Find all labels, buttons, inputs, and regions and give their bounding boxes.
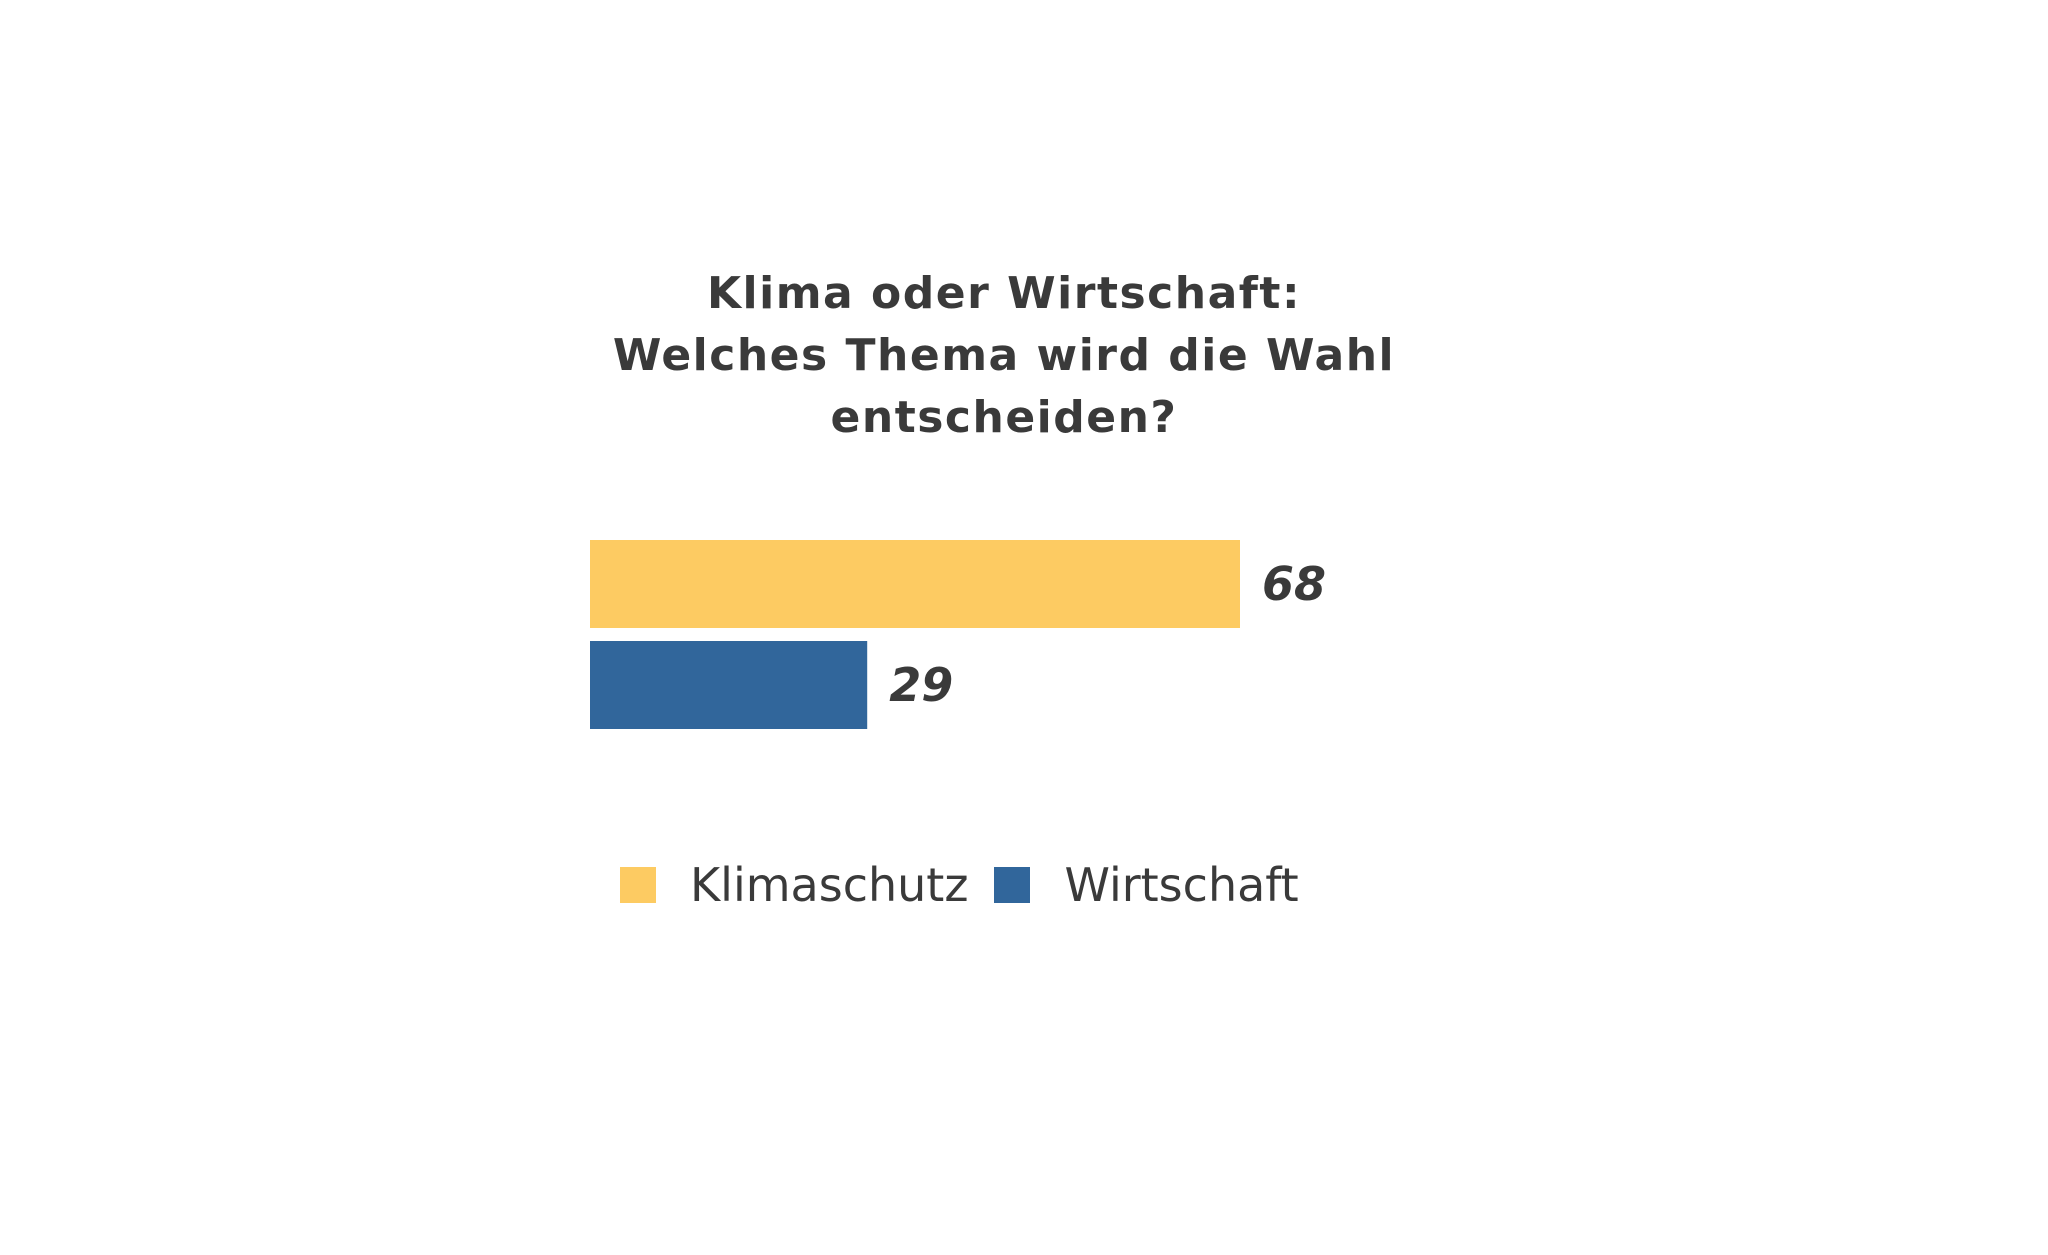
data-label-klimaschutz: 68 <box>1262 557 1326 611</box>
legend-swatch-wirtschaft <box>994 867 1031 903</box>
chart-title-line-3: entscheiden? <box>830 392 1178 443</box>
legend-item-wirtschaft: Wirtschaft <box>994 858 1299 912</box>
bar-klimaschutz <box>590 540 1240 628</box>
legend-label-wirtschaft: Wirtschaft <box>1064 858 1299 912</box>
legend-label-klimaschutz: Klimaschutz <box>690 858 969 912</box>
chart-title-line-2: Welches Thema wird die Wahl <box>612 330 1396 381</box>
chart-title-line-1: Klima oder Wirtschaft: <box>706 268 1302 319</box>
legend-item-klimaschutz: Klimaschutz <box>620 858 968 912</box>
bar-wirtschaft <box>590 641 868 729</box>
legend: Klimaschutz Wirtschaft <box>620 858 1325 912</box>
legend-swatch-klimaschutz <box>620 867 656 903</box>
data-label-wirtschaft: 29 <box>889 658 953 712</box>
